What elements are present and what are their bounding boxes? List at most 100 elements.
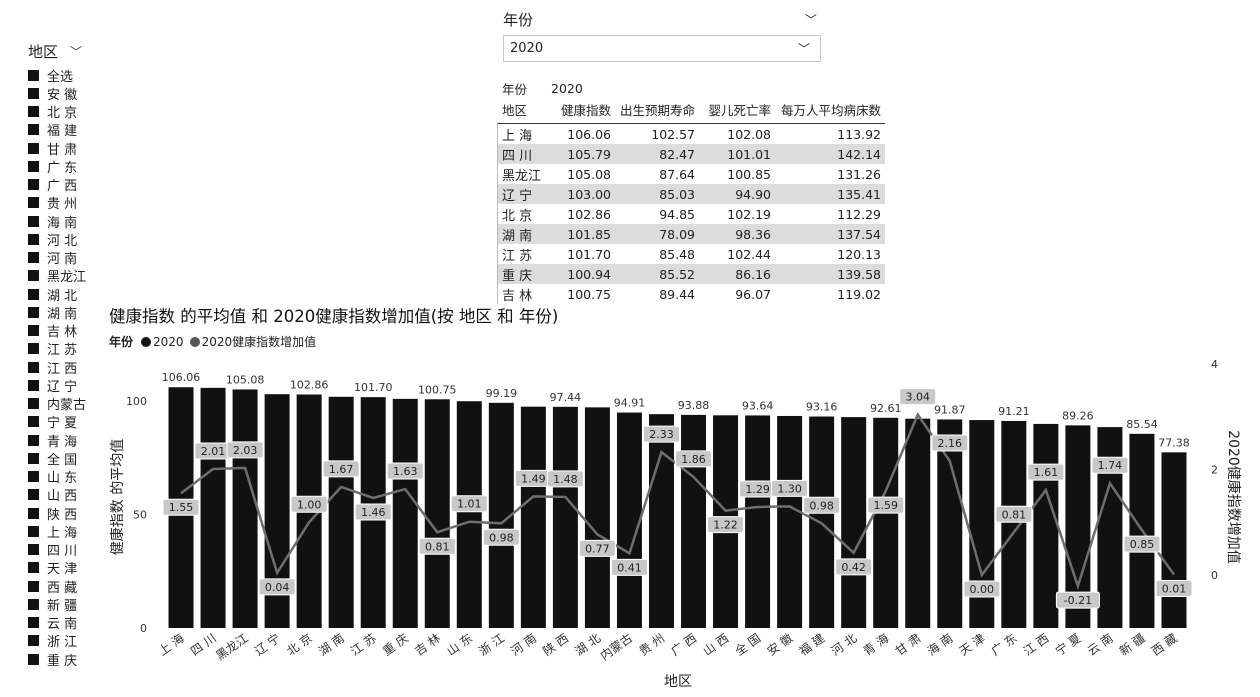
bar[interactable] bbox=[745, 415, 771, 628]
legend-item-increase[interactable]: 2020健康指数增加值 bbox=[189, 333, 316, 350]
checkbox-icon[interactable] bbox=[28, 416, 39, 428]
checkbox-icon[interactable] bbox=[28, 544, 39, 556]
bar[interactable] bbox=[1033, 423, 1059, 628]
checkbox-icon[interactable] bbox=[28, 434, 39, 446]
checkbox-icon[interactable] bbox=[28, 361, 39, 373]
region-slicer-item[interactable]: 浙 江 bbox=[28, 632, 108, 650]
chevron-down-icon[interactable]: ﹀ bbox=[70, 44, 83, 59]
bar[interactable] bbox=[777, 415, 803, 628]
checkbox-icon[interactable] bbox=[28, 160, 39, 172]
bar[interactable] bbox=[584, 407, 610, 628]
year-slicer-header[interactable]: 年份 ﹀ bbox=[503, 8, 821, 30]
region-slicer-item[interactable]: 陕 西 bbox=[28, 504, 108, 523]
region-slicer-item[interactable]: 内蒙古 bbox=[28, 395, 108, 413]
header-life-expectancy[interactable]: 出生预期寿命 bbox=[619, 102, 695, 118]
checkbox-icon[interactable] bbox=[28, 306, 39, 318]
checkbox-icon[interactable] bbox=[28, 653, 39, 665]
checkbox-icon[interactable] bbox=[28, 288, 39, 300]
checkbox-icon[interactable] bbox=[28, 252, 39, 264]
bar[interactable] bbox=[681, 414, 707, 628]
checkbox-icon[interactable] bbox=[28, 325, 39, 337]
bar[interactable] bbox=[905, 418, 931, 628]
checkbox-icon[interactable] bbox=[28, 525, 39, 537]
table-row[interactable]: 上 海 106.06 102.57 102.08 113.92 bbox=[497, 124, 885, 144]
region-slicer-item[interactable]: 安 徽 bbox=[28, 84, 108, 103]
bar[interactable] bbox=[520, 406, 546, 628]
checkbox-icon[interactable] bbox=[28, 179, 39, 191]
region-slicer-item[interactable]: 甘 肃 bbox=[28, 139, 108, 158]
checkbox-icon[interactable] bbox=[28, 452, 39, 464]
region-slicer-item[interactable]: 上 海 bbox=[28, 522, 108, 541]
year-dropdown[interactable]: 2020 ﹀ bbox=[503, 35, 821, 62]
bar[interactable] bbox=[648, 414, 674, 628]
bar[interactable] bbox=[424, 399, 450, 628]
region-slicer-item[interactable]: 青 海 bbox=[28, 431, 108, 450]
region-slicer-item[interactable]: 海 南 bbox=[28, 212, 108, 231]
checkbox-icon[interactable] bbox=[28, 142, 39, 154]
header-beds-per-10k[interactable]: 每万人平均病床数 bbox=[780, 102, 881, 118]
region-slicer-item[interactable]: 黑龙江 bbox=[28, 267, 108, 285]
header-region[interactable]: 地区 bbox=[502, 102, 528, 118]
region-slicer-item[interactable]: 全选 bbox=[28, 66, 108, 85]
region-slicer-item[interactable]: 江 苏 bbox=[28, 340, 108, 358]
region-slicer-item[interactable]: 云 南 bbox=[28, 614, 108, 632]
header-infant-mortality[interactable]: 婴儿死亡率 bbox=[708, 102, 771, 118]
bar[interactable] bbox=[616, 412, 642, 628]
bar[interactable] bbox=[937, 419, 963, 628]
bar[interactable] bbox=[841, 417, 867, 628]
region-slicer-item[interactable]: 广 西 bbox=[28, 176, 108, 194]
bar[interactable] bbox=[456, 401, 482, 628]
region-slicer-item[interactable]: 湖 北 bbox=[28, 285, 108, 304]
bar[interactable] bbox=[200, 387, 226, 628]
region-slicer-item[interactable]: 江 西 bbox=[28, 358, 108, 377]
region-slicer-item[interactable]: 河 北 bbox=[28, 230, 108, 249]
region-slicer-item[interactable]: 北 京 bbox=[28, 103, 108, 121]
header-health-index[interactable]: 健康指数 bbox=[560, 102, 611, 118]
checkbox-icon[interactable] bbox=[28, 580, 39, 592]
bar[interactable] bbox=[1001, 420, 1027, 628]
bar[interactable] bbox=[552, 406, 578, 628]
region-slicer-header[interactable]: 地区 ﹀ bbox=[28, 40, 108, 62]
checkbox-icon[interactable] bbox=[28, 635, 39, 647]
bar[interactable] bbox=[328, 396, 354, 628]
region-slicer-item[interactable]: 河 南 bbox=[28, 249, 108, 267]
checkbox-icon[interactable] bbox=[28, 343, 39, 355]
checkbox-icon[interactable] bbox=[28, 124, 39, 136]
checkbox-icon[interactable] bbox=[28, 87, 39, 99]
region-slicer-item[interactable]: 山 东 bbox=[28, 468, 108, 486]
checkbox-icon[interactable] bbox=[28, 398, 39, 410]
table-row[interactable]: 北 京 102.86 94.85 102.19 112.29 bbox=[497, 204, 885, 224]
region-slicer-item[interactable]: 重 庆 bbox=[28, 650, 108, 669]
legend-item-2020[interactable]: 2020 bbox=[141, 335, 184, 349]
checkbox-icon[interactable] bbox=[28, 197, 39, 209]
checkbox-icon[interactable] bbox=[28, 471, 39, 483]
table-row[interactable]: 重 庆 100.94 85.52 86.16 139.58 bbox=[497, 264, 885, 284]
checkbox-icon[interactable] bbox=[28, 233, 39, 245]
checkbox-icon[interactable] bbox=[28, 215, 39, 227]
bar[interactable] bbox=[1161, 452, 1187, 628]
checkbox-icon[interactable] bbox=[28, 489, 39, 501]
table-row[interactable]: 黑龙江 105.08 87.64 100.85 131.26 bbox=[497, 164, 885, 184]
region-slicer-item[interactable]: 广 东 bbox=[28, 157, 108, 176]
region-slicer-item[interactable]: 湖 南 bbox=[28, 303, 108, 322]
region-slicer-item[interactable]: 辽 宁 bbox=[28, 376, 108, 395]
region-slicer-item[interactable]: 天 津 bbox=[28, 559, 108, 577]
bar[interactable] bbox=[392, 398, 418, 628]
region-slicer-item[interactable]: 全 国 bbox=[28, 449, 108, 468]
region-slicer-item[interactable]: 西 藏 bbox=[28, 577, 108, 596]
table-row[interactable]: 吉 林 100.75 89.44 96.07 119.02 bbox=[497, 284, 885, 304]
checkbox-icon[interactable] bbox=[28, 379, 39, 391]
region-slicer-item[interactable]: 山 西 bbox=[28, 486, 108, 504]
bar[interactable] bbox=[873, 417, 899, 628]
region-slicer-item[interactable]: 新 疆 bbox=[28, 595, 108, 614]
region-slicer-item[interactable]: 宁 夏 bbox=[28, 413, 108, 431]
checkbox-icon[interactable] bbox=[28, 270, 39, 282]
bar[interactable] bbox=[232, 389, 258, 628]
region-slicer-item[interactable]: 贵 州 bbox=[28, 194, 108, 212]
checkbox-icon[interactable] bbox=[28, 617, 39, 629]
checkbox-icon[interactable] bbox=[28, 598, 39, 610]
table-row[interactable]: 辽 宁 103.00 85.03 94.90 135.41 bbox=[497, 184, 885, 204]
table-row[interactable]: 江 苏 101.70 85.48 102.44 120.13 bbox=[497, 244, 885, 264]
checkbox-icon[interactable] bbox=[28, 507, 39, 519]
region-slicer-item[interactable]: 吉 林 bbox=[28, 322, 108, 340]
